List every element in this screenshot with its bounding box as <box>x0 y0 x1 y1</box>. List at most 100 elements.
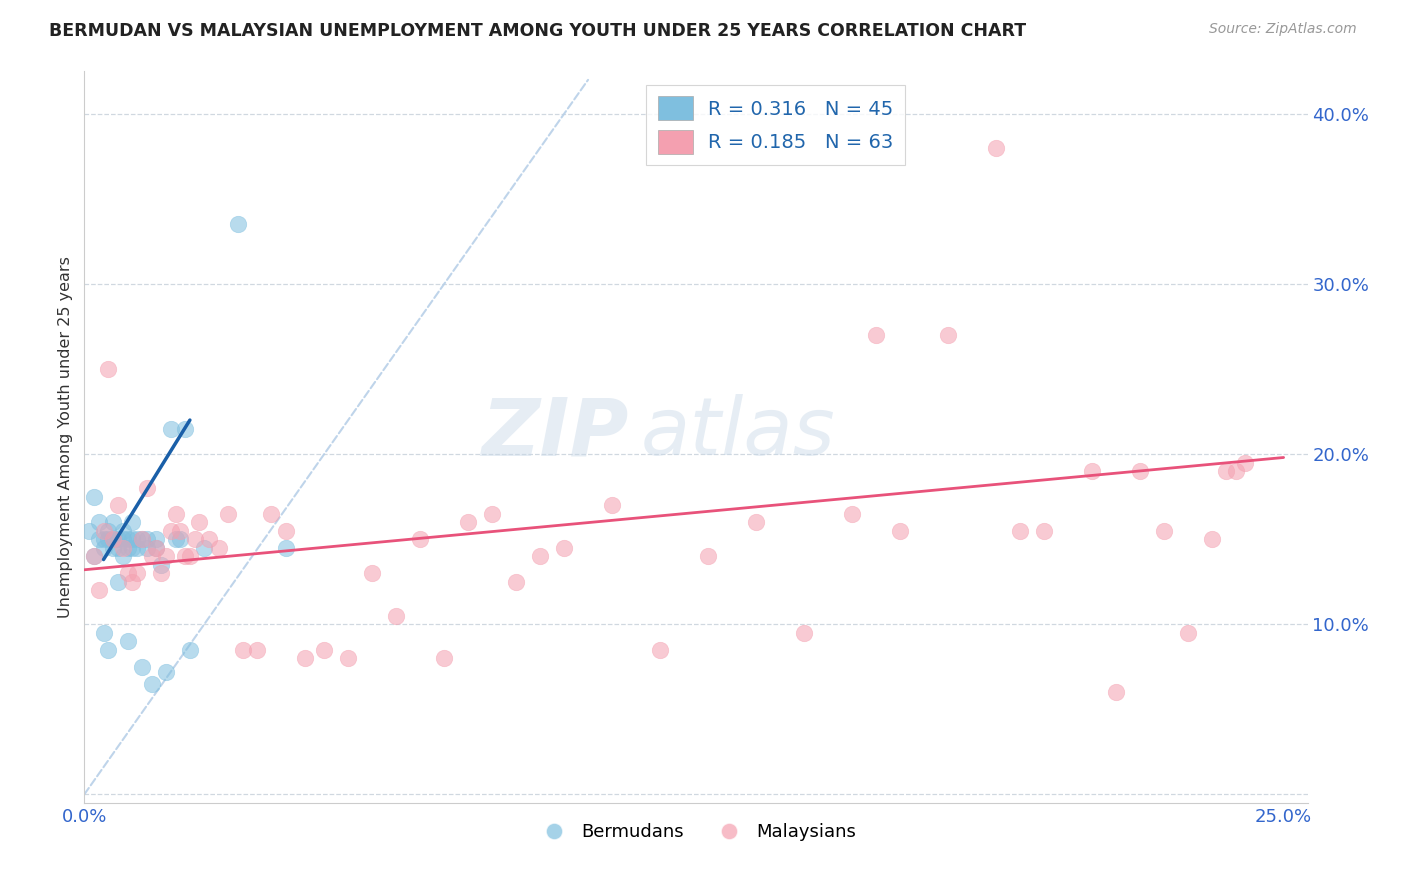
Point <box>135 541 157 555</box>
Point <box>107 541 129 555</box>
Point <box>936 328 959 343</box>
Point <box>159 524 181 538</box>
Point <box>385 608 408 623</box>
Text: BERMUDAN VS MALAYSIAN UNEMPLOYMENT AMONG YOUTH UNDER 25 YEARS CORRELATION CHART: BERMUDAN VS MALAYSIAN UNEMPLOYMENT AMONG… <box>49 22 1026 40</box>
Point <box>83 490 105 504</box>
Point <box>117 541 139 555</box>
Point <box>101 541 124 555</box>
Point <box>87 532 110 546</box>
Point <box>481 507 503 521</box>
Point <box>111 549 134 563</box>
Point <box>174 421 197 435</box>
Point <box>274 524 297 538</box>
Point <box>1177 625 1199 640</box>
Point <box>77 524 100 538</box>
Point <box>159 421 181 435</box>
Point <box>141 677 163 691</box>
Point <box>193 541 215 555</box>
Point <box>117 532 139 546</box>
Point <box>155 549 177 563</box>
Point <box>505 574 527 589</box>
Point <box>107 532 129 546</box>
Point <box>127 541 149 555</box>
Point <box>141 549 163 563</box>
Point <box>984 141 1007 155</box>
Point <box>145 541 167 555</box>
Point <box>135 532 157 546</box>
Point <box>155 665 177 679</box>
Point <box>101 515 124 529</box>
Point <box>97 532 120 546</box>
Point <box>107 498 129 512</box>
Point <box>208 541 231 555</box>
Point <box>1129 464 1152 478</box>
Point <box>97 642 120 657</box>
Point <box>232 642 254 657</box>
Point <box>93 541 115 555</box>
Legend: Bermudans, Malaysians: Bermudans, Malaysians <box>529 816 863 848</box>
Point <box>150 558 173 572</box>
Point <box>246 642 269 657</box>
Point <box>457 515 479 529</box>
Point <box>83 549 105 563</box>
Point <box>107 574 129 589</box>
Point <box>121 532 143 546</box>
Point <box>793 625 815 640</box>
Point <box>111 524 134 538</box>
Point <box>87 583 110 598</box>
Point <box>841 507 863 521</box>
Point <box>188 515 211 529</box>
Point <box>93 524 115 538</box>
Point <box>179 642 201 657</box>
Text: atlas: atlas <box>641 394 835 473</box>
Point <box>111 541 134 555</box>
Point <box>226 218 249 232</box>
Point <box>97 524 120 538</box>
Point <box>648 642 671 657</box>
Point <box>260 507 283 521</box>
Point <box>314 642 336 657</box>
Point <box>169 532 191 546</box>
Point <box>131 532 153 546</box>
Point <box>165 532 187 546</box>
Point <box>101 532 124 546</box>
Y-axis label: Unemployment Among Youth under 25 years: Unemployment Among Youth under 25 years <box>58 256 73 618</box>
Point <box>1032 524 1054 538</box>
Point <box>127 566 149 581</box>
Point <box>87 515 110 529</box>
Point <box>274 541 297 555</box>
Point <box>165 507 187 521</box>
Point <box>131 532 153 546</box>
Point <box>174 549 197 563</box>
Point <box>111 532 134 546</box>
Point <box>127 532 149 546</box>
Text: ZIP: ZIP <box>481 394 628 473</box>
Point <box>97 362 120 376</box>
Point <box>121 574 143 589</box>
Text: Source: ZipAtlas.com: Source: ZipAtlas.com <box>1209 22 1357 37</box>
Point <box>1201 532 1223 546</box>
Point <box>409 532 432 546</box>
Point <box>117 634 139 648</box>
Point <box>553 541 575 555</box>
Point <box>1215 464 1237 478</box>
Point <box>169 524 191 538</box>
Point <box>1153 524 1175 538</box>
Point <box>433 651 456 665</box>
Point <box>145 532 167 546</box>
Point <box>361 566 384 581</box>
Point <box>179 549 201 563</box>
Point <box>217 507 239 521</box>
Point <box>83 549 105 563</box>
Point <box>1080 464 1102 478</box>
Point <box>745 515 768 529</box>
Point <box>337 651 360 665</box>
Point <box>183 532 205 546</box>
Point <box>150 566 173 581</box>
Point <box>294 651 316 665</box>
Point <box>600 498 623 512</box>
Point <box>1234 456 1257 470</box>
Point <box>93 625 115 640</box>
Point <box>101 532 124 546</box>
Point <box>1105 685 1128 699</box>
